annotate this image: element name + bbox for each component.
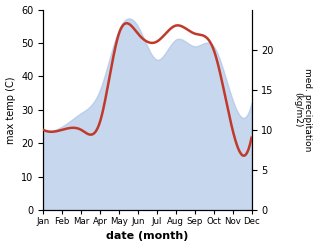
Y-axis label: max temp (C): max temp (C) [5,76,16,144]
X-axis label: date (month): date (month) [106,231,189,242]
Y-axis label: med. precipitation
(kg/m2): med. precipitation (kg/m2) [293,68,313,151]
